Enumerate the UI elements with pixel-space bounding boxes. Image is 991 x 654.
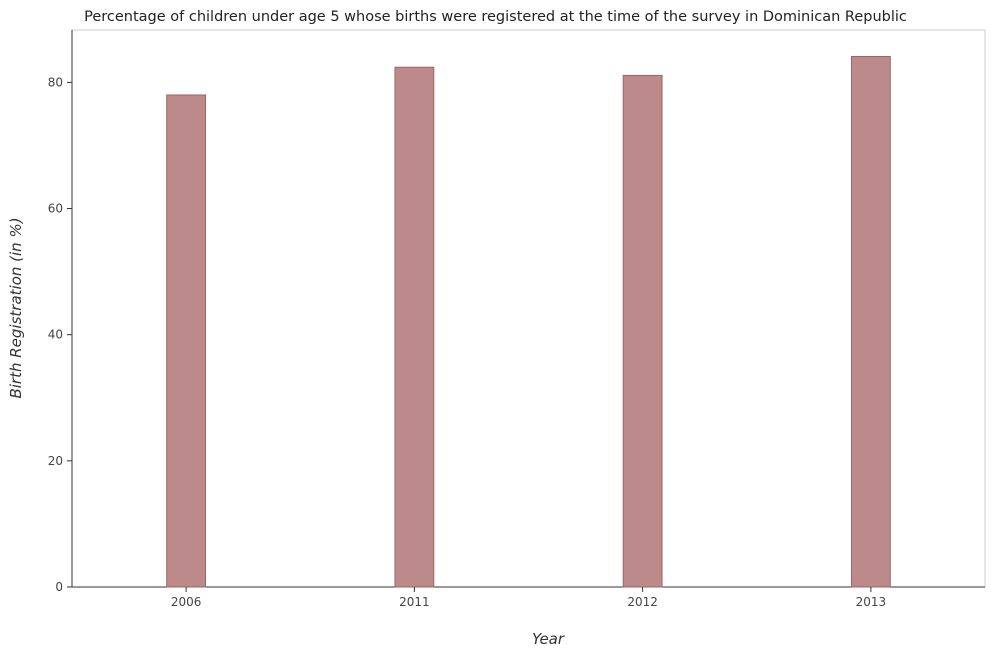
- y-tick-label: 80: [48, 75, 63, 89]
- bar-2013: [850, 55, 891, 588]
- x-tick-label: 2006: [171, 595, 202, 609]
- plot-area: 0 20 40 60 80 2006 2011 2012 2013: [48, 29, 986, 609]
- x-tick-label: 2013: [856, 595, 887, 609]
- plot-frame: [71, 29, 986, 588]
- x-tick-label: 2012: [627, 595, 658, 609]
- chart-title: Percentage of children under age 5 whose…: [84, 9, 907, 25]
- y-tick-label: 0: [55, 580, 63, 594]
- x-axis-label: Year: [532, 630, 565, 648]
- y-axis-label: Birth Registration (in %): [7, 217, 25, 398]
- y-tick-label: 40: [48, 328, 63, 342]
- x-tick-label: 2011: [399, 595, 430, 609]
- bar-2011: [394, 66, 435, 588]
- bar-2006: [166, 94, 207, 588]
- bar-2012: [622, 74, 663, 588]
- y-tick-label: 60: [48, 202, 63, 216]
- y-tick-label: 20: [48, 454, 63, 468]
